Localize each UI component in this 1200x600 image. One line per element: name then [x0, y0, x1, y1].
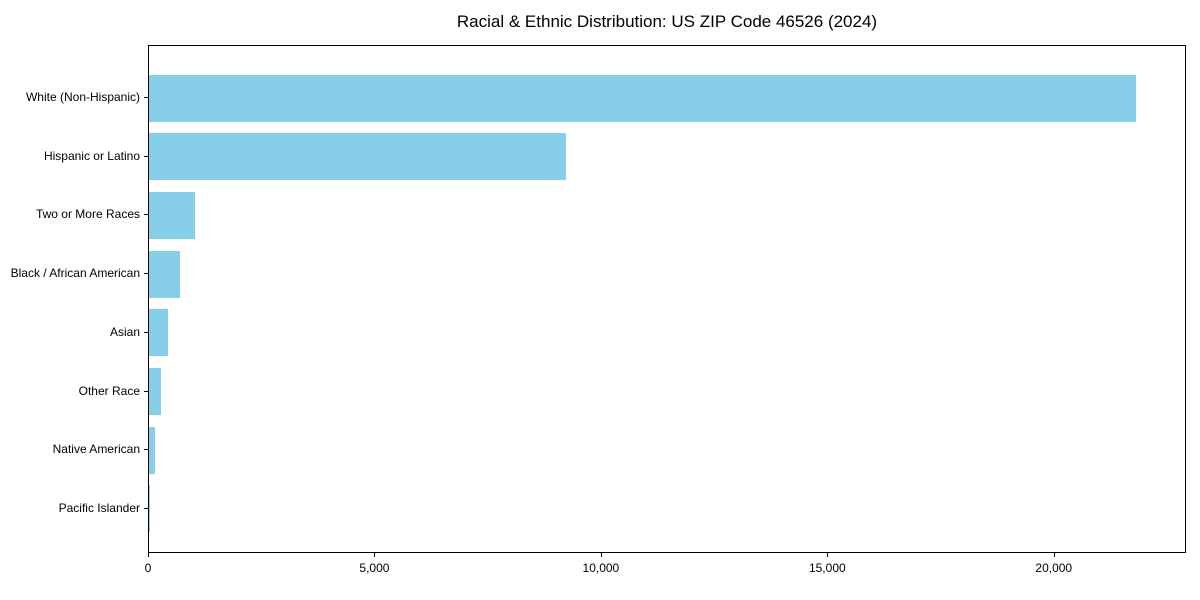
y-tick-label: Native American: [52, 442, 140, 457]
x-tick-mark: [374, 553, 376, 557]
y-tick-label: Two or More Races: [35, 207, 140, 222]
x-tick-label: 5,000: [359, 561, 390, 575]
bar: [149, 74, 1136, 122]
chart-title: Racial & Ethnic Distribution: US ZIP Cod…: [456, 12, 878, 31]
x-tick-label: 15,000: [808, 561, 846, 575]
x-tick-mark: [1053, 553, 1055, 557]
y-tick-label: Hispanic or Latino: [43, 148, 140, 163]
y-tick-mark: [144, 155, 148, 157]
y-tick-mark: [144, 507, 148, 509]
x-tick-label: 20,000: [1035, 561, 1073, 575]
y-tick-mark: [144, 214, 148, 216]
bar: [149, 368, 162, 416]
x-tick-label: 10,000: [582, 561, 620, 575]
x-tick-mark: [148, 553, 149, 557]
bar: [149, 426, 156, 474]
y-tick-mark: [144, 390, 148, 392]
bar: [149, 191, 196, 239]
y-tick-mark: [144, 449, 148, 451]
y-tick-mark: [144, 331, 148, 333]
y-tick-label: Pacific Islander: [58, 500, 140, 515]
x-tick-mark: [827, 553, 829, 557]
y-tick-label: White (Non-Hispanic): [25, 90, 140, 104]
y-tick-label: Asian: [109, 324, 140, 339]
y-tick-mark: [144, 97, 148, 98]
bar: [149, 250, 180, 298]
y-tick-label: Black / African American: [10, 266, 140, 281]
x-tick-label: 0: [144, 561, 152, 575]
bar: [149, 309, 169, 357]
y-tick-mark: [144, 273, 148, 275]
plot-area: [148, 45, 1186, 553]
bar: [149, 133, 567, 181]
y-tick-label: Other Race: [78, 383, 140, 398]
x-tick-mark: [600, 553, 602, 557]
